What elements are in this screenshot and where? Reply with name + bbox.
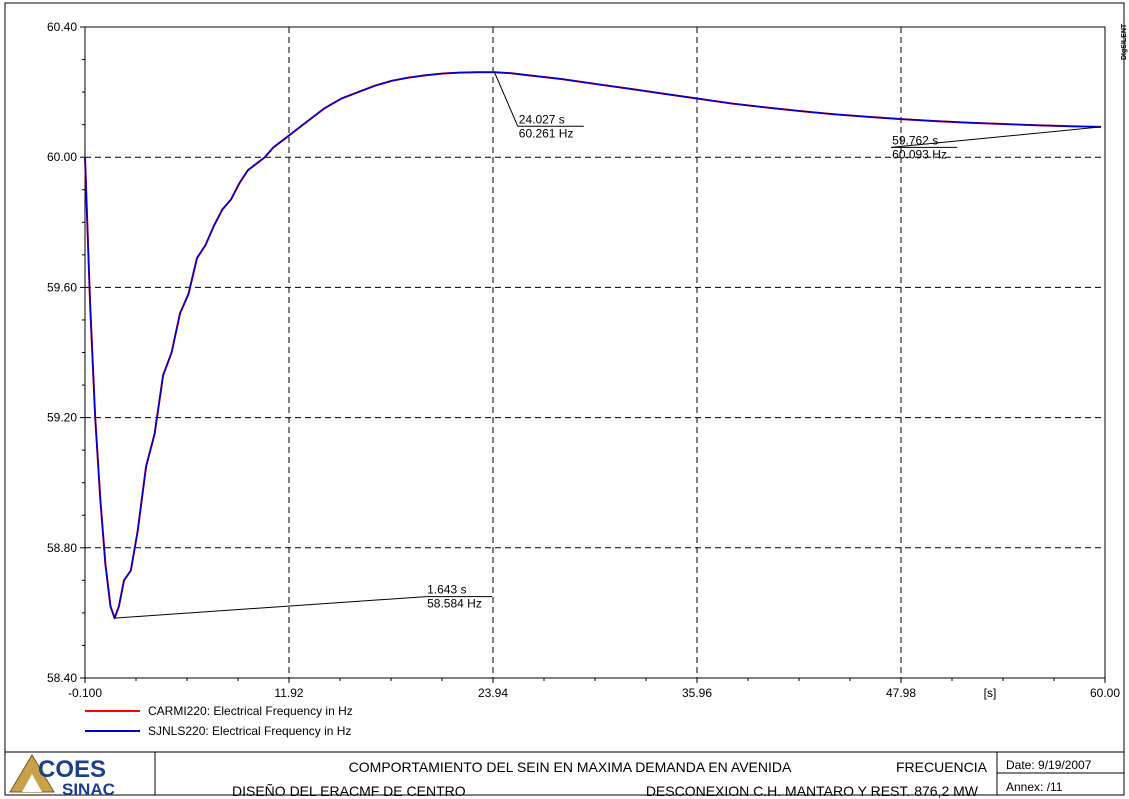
x-tick-label: 47.98 xyxy=(886,686,916,700)
footer-title-line2-right: DESCONEXION C.H. MANTARO Y REST. 876,2 M… xyxy=(646,783,979,799)
y-tick-label: 60.00 xyxy=(47,150,77,164)
annotation-time: 1.643 s xyxy=(427,583,466,597)
series-line-1 xyxy=(84,71,1102,619)
x-tick-label: 60.00 xyxy=(1090,686,1120,700)
series-layer xyxy=(84,71,1102,620)
plot-frame xyxy=(84,26,1106,679)
grid xyxy=(85,27,1105,678)
footer-section-label: FRECUENCIA xyxy=(896,759,988,775)
x-tick-label: 23.94 xyxy=(478,686,508,700)
annotation-value: 60.093 Hz xyxy=(892,147,947,161)
x-tick-label: 35.96 xyxy=(682,686,712,700)
x-tick-label: 11.92 xyxy=(274,686,303,700)
x-tick-label: -0.100 xyxy=(68,686,102,700)
footer-annex: Annex: /11 xyxy=(1006,780,1063,794)
y-axis-ticks: 58.40 58.80 59.20 59.60 60.00 60.40 xyxy=(47,20,85,685)
annotation-value: 58.584 Hz xyxy=(427,597,482,611)
annotation-leader xyxy=(891,126,1102,148)
annotation-value: 60.261 Hz xyxy=(519,126,574,140)
legend: CARMI220: Electrical Frequency in Hz SJN… xyxy=(85,704,353,738)
y-tick-label: 58.80 xyxy=(47,541,77,555)
series-line-0 xyxy=(84,71,1102,620)
y-tick-label: 60.40 xyxy=(47,20,77,34)
x-axis-ticks: -0.100 11.92 23.94 35.96 47.98 60.00 xyxy=(68,678,1120,700)
footer-title-line2-left: DISEÑO DEL ERACMF DE CENTRO xyxy=(232,783,466,799)
logo-triangle-inner-icon xyxy=(22,774,42,792)
coes-sinac-logo: COES SINAC xyxy=(9,754,115,799)
footer-date: Date: 9/19/2007 xyxy=(1006,758,1092,772)
annotations: 1.643 s58.584 Hz 24.027 s60.261 Hz 59.762 … xyxy=(114,72,1102,619)
legend-label-sjnls220: SJNLS220: Electrical Frequency in Hz xyxy=(148,724,351,738)
legend-label-carmi220: CARMI220: Electrical Frequency in Hz xyxy=(148,704,353,718)
y-tick-label: 59.20 xyxy=(47,411,77,425)
annotation-leader xyxy=(494,72,519,127)
footer-title-line1: COMPORTAMIENTO DEL SEIN EN MAXIMA DEMAND… xyxy=(349,759,792,775)
footer: COES SINAC COMPORTAMIENTO DEL SEIN EN MA… xyxy=(5,751,1124,799)
page-frame xyxy=(4,2,1125,796)
annotation-leader xyxy=(114,596,427,619)
y-tick-label: 59.60 xyxy=(47,280,77,294)
logo-sinac-text: SINAC xyxy=(62,780,115,799)
digsilent-watermark: DIgSILENT xyxy=(1121,23,1128,60)
annotation-time: 24.027 s xyxy=(519,112,565,126)
x-axis-unit-label: [s] xyxy=(984,686,997,700)
logo-coes-text: COES xyxy=(38,756,106,783)
annotation-time: 59.762 s xyxy=(892,133,938,147)
y-tick-label: 58.40 xyxy=(47,671,77,685)
